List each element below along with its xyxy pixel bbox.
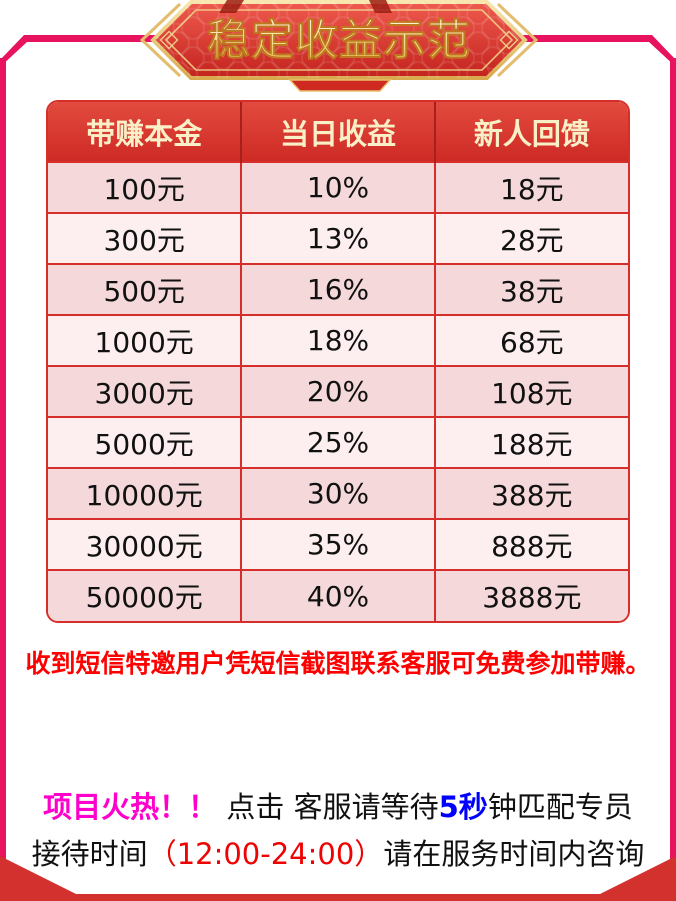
click-service-text: 点击 客服请等待 [217, 790, 439, 824]
table-cell: 3000元 [48, 365, 243, 417]
frame-bottom-left-wedge [0, 856, 90, 901]
header-daily-yield: 当日收益 [241, 102, 436, 162]
table-cell: 888元 [434, 518, 628, 570]
banner-right-strap [369, 0, 392, 13]
table-cell: 18元 [434, 161, 628, 213]
table-cell: 108元 [434, 365, 628, 417]
banner-left-echo-ornament [139, 2, 182, 78]
table-row: 500元 16% 38元 [48, 263, 628, 315]
match-specialist-text: 钟匹配专员 [487, 790, 633, 824]
table-cell: 3888元 [434, 569, 628, 621]
table-cell: 30000元 [48, 518, 243, 570]
table-row: 5000元 25% 188元 [48, 416, 628, 468]
table-cell: 28元 [434, 212, 628, 264]
wait-seconds-highlight: 5秒 [438, 790, 488, 824]
table-header-row: 带赚本金 当日收益 新人回馈 [48, 102, 628, 162]
table-cell: 35% [241, 518, 436, 570]
banner-inner-trim [164, 9, 514, 71]
table-row: 1000元 18% 68元 [48, 314, 628, 366]
table-cell: 40% [241, 569, 436, 621]
frame-bottom-band [0, 894, 676, 901]
table-cell: 25% [241, 416, 436, 468]
table-cell: 30% [241, 467, 436, 519]
footer-line-1: 项目火热！！ 点击 客服请等待5秒钟匹配专员 [0, 784, 676, 831]
table-row: 300元 13% 28元 [48, 212, 628, 264]
table-row: 100元 10% 18元 [48, 161, 628, 213]
table-row: 3000元 20% 108元 [48, 365, 628, 417]
table-cell: 388元 [434, 467, 628, 519]
banner-title: 稳定收益示范 [207, 16, 471, 66]
service-hours-suffix: 请在服务时间内咨询 [383, 837, 645, 871]
table-cell: 13% [241, 212, 436, 264]
table-cell: 20% [241, 365, 436, 417]
banner-left-trim-knot [159, 30, 179, 50]
frame-right-stripe [670, 58, 676, 860]
table-cell: 50000元 [48, 569, 243, 621]
table-cell: 500元 [48, 263, 243, 315]
table-cell: 10000元 [48, 467, 243, 519]
table-row: 30000元 35% 888元 [48, 518, 628, 570]
table-row: 10000元 30% 388元 [48, 467, 628, 519]
footer-info: 项目火热！！ 点击 客服请等待5秒钟匹配专员 接待时间（12:00-24:00）… [0, 784, 676, 878]
table-cell: 5000元 [48, 416, 243, 468]
table-cell: 300元 [48, 212, 243, 264]
banner-right-echo-ornament [496, 2, 539, 78]
header-principal: 带赚本金 [48, 102, 243, 162]
table-cell: 38元 [434, 263, 628, 315]
table-cell: 16% [241, 263, 436, 315]
earnings-table: 带赚本金 当日收益 新人回馈 100元 10% 18元 300元 13% 28元… [46, 100, 630, 623]
frame-bottom-right-wedge [586, 856, 676, 901]
banner-bottom-tab [288, 79, 392, 92]
project-hot-label: 项目火热！！ [43, 790, 218, 824]
banner-left-strap [219, 0, 244, 13]
frame-left-stripe [0, 58, 6, 860]
table-cell: 10% [241, 161, 436, 213]
table-cell: 68元 [434, 314, 628, 366]
table-row: 50000元 40% 3888元 [48, 569, 628, 621]
banner: 稳定收益示范 [133, 0, 545, 94]
header-newcomer-bonus: 新人回馈 [434, 102, 628, 162]
sms-invite-notice: 收到短信特邀用户凭短信截图联系客服可免费参加带赚。 [25, 649, 651, 678]
table-cell: 18% [241, 314, 436, 366]
service-hours-label: 接待时间 [31, 837, 148, 871]
table-cell: 188元 [434, 416, 628, 468]
service-hours-value: （12:00-24:00） [147, 837, 384, 871]
table-cell: 100元 [48, 161, 243, 213]
footer-line-2: 接待时间（12:00-24:00）请在服务时间内咨询 [0, 831, 676, 878]
table-cell: 1000元 [48, 314, 243, 366]
banner-right-trim-knot [499, 30, 519, 50]
